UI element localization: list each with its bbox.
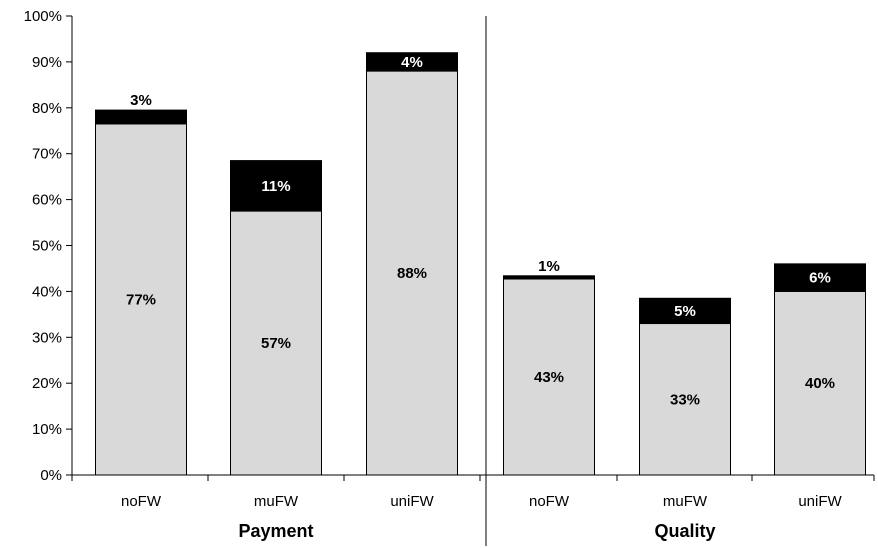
group-label: Quality [654, 521, 715, 541]
x-category-label: uniFW [798, 493, 842, 510]
x-category-label: muFW [254, 493, 299, 510]
bar-top-label: 11% [261, 178, 290, 195]
bar-top-segment [95, 109, 187, 125]
y-tick-label: 0% [40, 467, 62, 484]
y-tick-label: 100% [24, 8, 62, 25]
x-category-label: muFW [663, 493, 708, 510]
bar-base-segment [503, 278, 595, 476]
x-category-label: noFW [529, 493, 570, 510]
bar-top-label: 3% [130, 92, 152, 109]
y-tick-label: 50% [32, 238, 62, 255]
bar-top-segment [774, 263, 866, 292]
bar-top-segment [230, 160, 322, 212]
y-tick-label: 90% [32, 54, 62, 71]
bar-top-label: 4% [401, 54, 423, 71]
y-tick-label: 80% [32, 100, 62, 117]
bar-top-segment [639, 297, 731, 325]
bar-base-label: 57% [261, 335, 291, 352]
y-tick-label: 40% [32, 283, 62, 300]
y-tick-label: 60% [32, 192, 62, 209]
y-tick-label: 10% [32, 421, 62, 438]
y-tick-label: 70% [32, 146, 62, 163]
x-category-label: noFW [121, 493, 162, 510]
bar-base-segment [774, 290, 866, 476]
bar-top-segment [503, 275, 595, 280]
group-label: Payment [238, 521, 313, 541]
bar-base-label: 43% [534, 369, 564, 386]
bar-base-segment [639, 323, 731, 476]
bar-base-label: 77% [126, 291, 156, 308]
bar-base-label: 40% [805, 375, 835, 392]
bar-base-segment [95, 123, 187, 476]
bar-base-segment [230, 210, 322, 476]
bar-base-label: 33% [670, 391, 700, 408]
bar-top-label: 5% [674, 303, 696, 320]
bar-top-segment [366, 52, 458, 72]
x-category-label: uniFW [390, 493, 434, 510]
bar-base-label: 88% [397, 265, 427, 282]
bar-top-label: 1% [538, 258, 560, 275]
y-tick-label: 20% [32, 375, 62, 392]
bar-top-label: 6% [809, 270, 831, 287]
y-tick-label: 30% [32, 329, 62, 346]
